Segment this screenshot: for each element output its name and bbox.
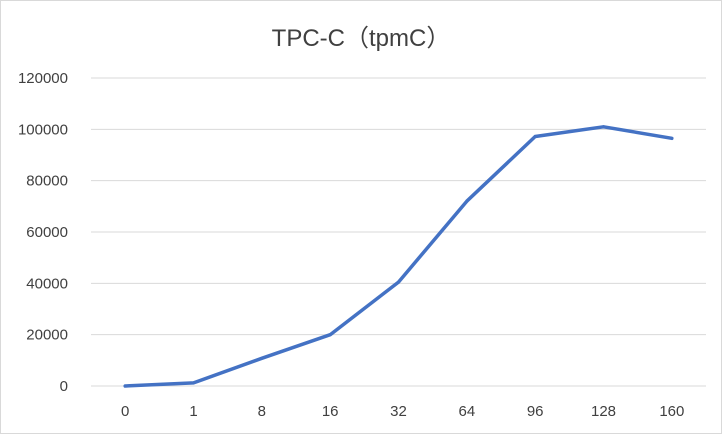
- data-point: [192, 381, 195, 385]
- y-tick-label: 60000: [26, 224, 68, 241]
- series-group: [123, 125, 674, 388]
- chart-title: TPC-C（tpmC）: [272, 25, 451, 52]
- data-point: [670, 136, 674, 140]
- x-tick-label: 32: [390, 403, 407, 420]
- x-tick-label: 160: [659, 403, 684, 420]
- data-point: [328, 333, 332, 337]
- series-line: [123, 125, 674, 388]
- x-tick-label: 128: [591, 403, 616, 420]
- y-tick-label: 120000: [18, 70, 68, 87]
- y-axis-ticks: 0 20000 40000 60000 80000 100000 120000: [18, 70, 68, 395]
- x-tick-label: 8: [258, 403, 266, 420]
- x-tick-label: 1: [189, 403, 197, 420]
- y-tick-label: 100000: [18, 121, 68, 138]
- data-point: [533, 135, 537, 139]
- x-tick-label: 96: [527, 403, 544, 420]
- data-point: [602, 125, 605, 129]
- data-point: [397, 280, 400, 284]
- data-point: [260, 356, 264, 360]
- data-point: [465, 199, 469, 203]
- y-tick-label: 80000: [26, 173, 68, 190]
- y-tick-label: 40000: [26, 275, 68, 292]
- x-tick-label: 64: [458, 403, 475, 420]
- gridlines: [91, 77, 706, 387]
- x-axis-ticks: 0 1 8 16 32 64 96 128 160: [121, 403, 684, 420]
- data-point: [123, 384, 127, 388]
- y-tick-label: 20000: [26, 327, 68, 344]
- x-tick-label: 0: [121, 403, 129, 420]
- x-tick-label: 16: [322, 403, 339, 420]
- y-tick-label: 0: [60, 378, 68, 395]
